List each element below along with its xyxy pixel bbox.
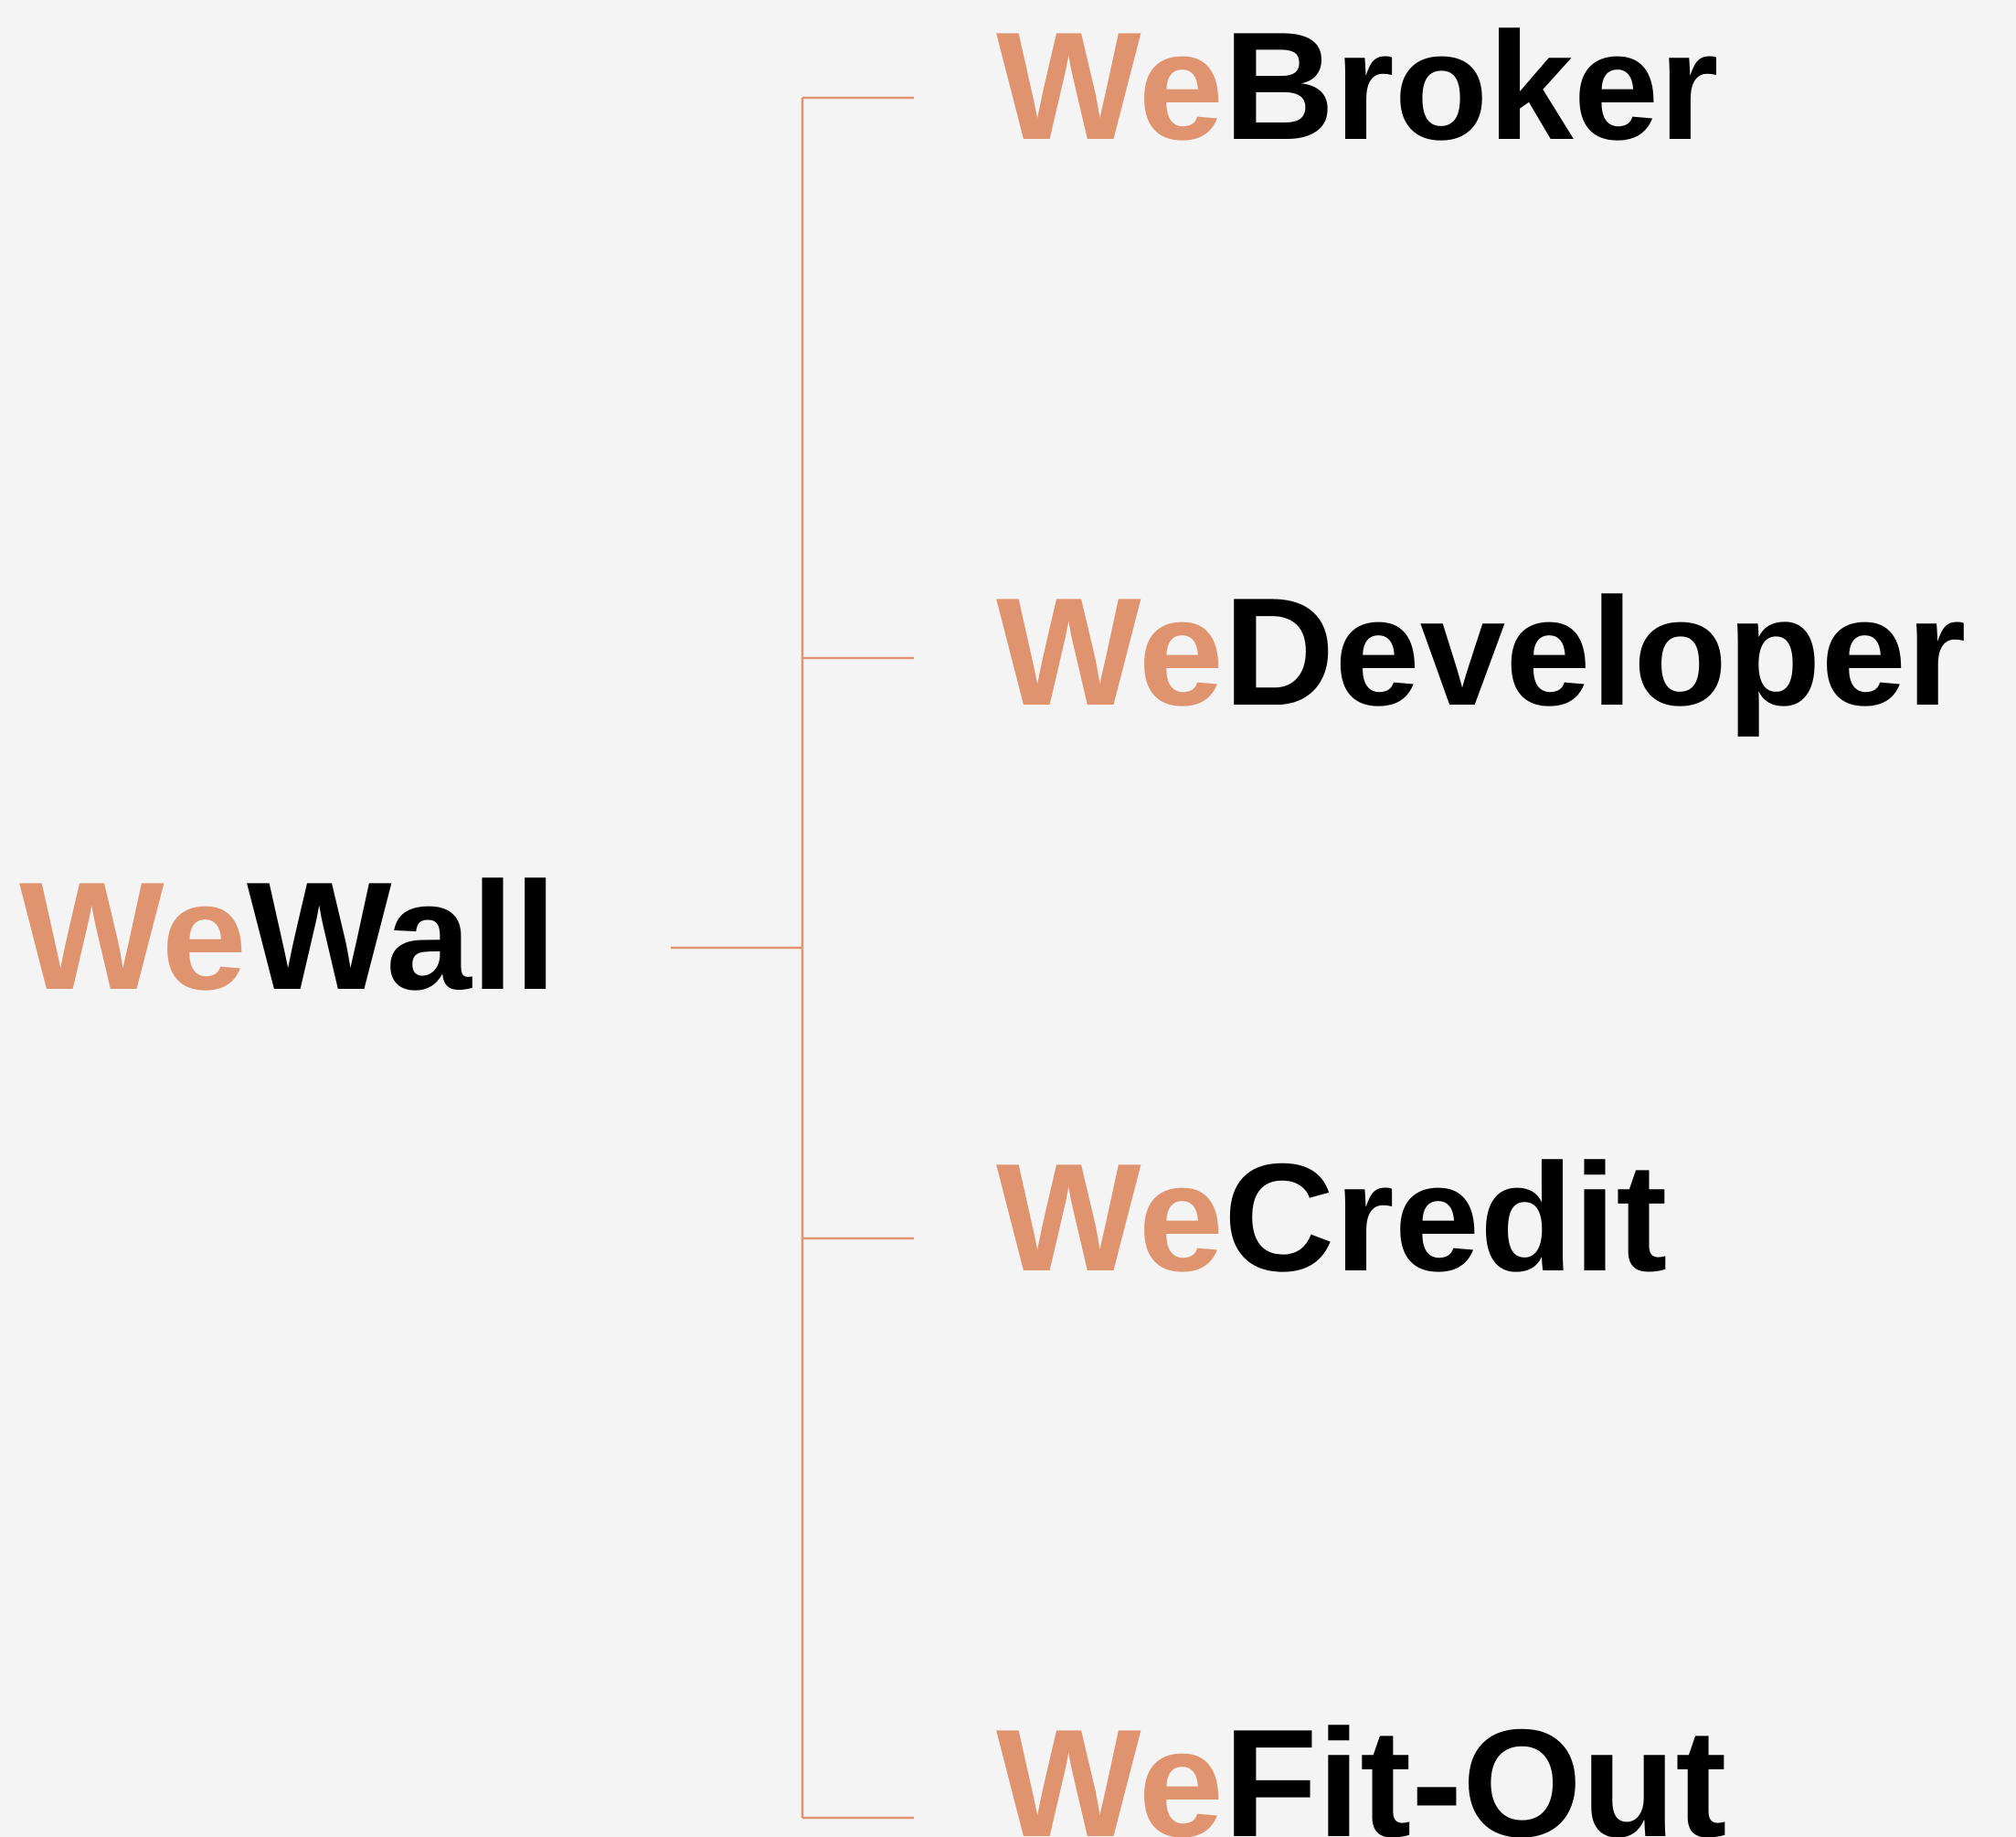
child-label: WeDeveloper (996, 566, 1966, 738)
child-prefix: We (996, 1697, 1224, 1837)
child-name: Developer (1224, 566, 1966, 738)
child-name: Credit (1224, 1131, 1667, 1303)
root-name: Wall (247, 850, 557, 1022)
child-name: Fit-Out (1224, 1697, 1726, 1837)
child-name: Broker (1224, 0, 1719, 172)
root-label: WeWall (19, 850, 557, 1022)
child-prefix: We (996, 566, 1224, 738)
root-prefix: We (19, 850, 247, 1022)
child-prefix: We (996, 1131, 1224, 1303)
child-label: WeCredit (996, 1131, 1667, 1303)
child-label: WeFit-Out (996, 1697, 1726, 1837)
child-prefix: We (996, 0, 1224, 172)
child-label: WeBroker (996, 0, 1719, 172)
